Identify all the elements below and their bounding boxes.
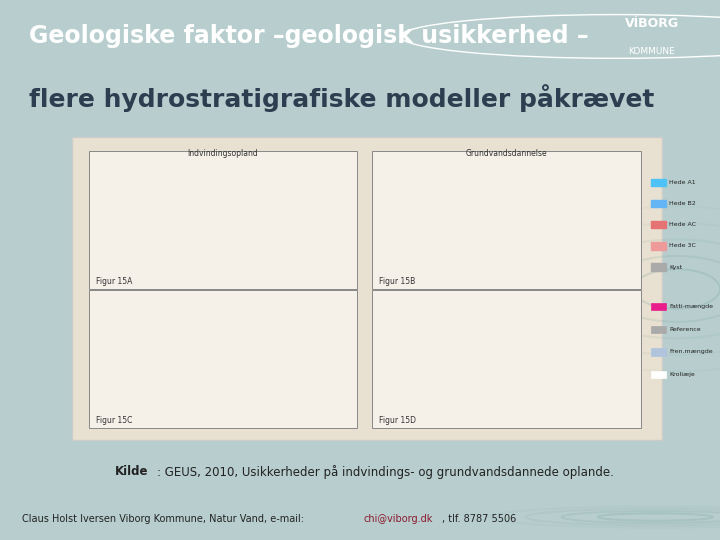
Bar bbox=[651, 200, 667, 207]
Bar bbox=[651, 303, 667, 310]
Text: flere hydrostratigrafiske modeller påkrævet: flere hydrostratigrafiske modeller påkræ… bbox=[29, 85, 654, 112]
Text: Reference: Reference bbox=[670, 327, 701, 332]
Text: KOMMUNE: KOMMUNE bbox=[629, 46, 675, 56]
Text: Kilde: Kilde bbox=[115, 465, 149, 478]
Text: VÍBORG: VÍBORG bbox=[624, 17, 679, 30]
Bar bbox=[372, 291, 641, 428]
Bar bbox=[89, 291, 357, 428]
Bar bbox=[651, 179, 667, 186]
Text: Hede AC: Hede AC bbox=[670, 222, 696, 227]
Text: Kyst: Kyst bbox=[670, 265, 683, 269]
Text: Hede A1: Hede A1 bbox=[670, 180, 696, 185]
Bar bbox=[651, 242, 667, 249]
Bar bbox=[651, 264, 667, 271]
Text: Grundvandsdannelse: Grundvandsdannelse bbox=[466, 150, 547, 159]
Text: Fatti-mængde: Fatti-mængde bbox=[670, 304, 714, 309]
Bar bbox=[651, 221, 667, 228]
Text: , tlf. 8787 5506: , tlf. 8787 5506 bbox=[442, 514, 517, 524]
Bar bbox=[89, 151, 357, 289]
Text: chi@viborg.dk: chi@viborg.dk bbox=[363, 514, 433, 524]
Text: Figur 15D: Figur 15D bbox=[379, 416, 416, 425]
Bar bbox=[651, 348, 667, 355]
Text: Indvindingsopland: Indvindingsopland bbox=[187, 150, 258, 159]
Bar bbox=[372, 151, 641, 289]
Bar bbox=[651, 371, 667, 379]
Bar bbox=[72, 137, 662, 441]
Text: Figur 15B: Figur 15B bbox=[379, 276, 415, 286]
Text: Geologiske faktor –geologisk usikkerhed –: Geologiske faktor –geologisk usikkerhed … bbox=[29, 24, 588, 49]
Text: Claus Holst Iversen Viborg Kommune, Natur Vand, e-mail:: Claus Holst Iversen Viborg Kommune, Natu… bbox=[22, 514, 307, 524]
Text: Kroliæje: Kroliæje bbox=[670, 372, 695, 377]
Text: Hede B2: Hede B2 bbox=[670, 201, 696, 206]
Text: Fren.mængde: Fren.mængde bbox=[670, 349, 713, 354]
Bar bbox=[651, 326, 667, 333]
Text: Figur 15A: Figur 15A bbox=[96, 276, 132, 286]
Text: Figur 15C: Figur 15C bbox=[96, 416, 132, 425]
Text: Hede 3C: Hede 3C bbox=[670, 244, 696, 248]
Text: : GEUS, 2010, Usikkerheder på indvindings- og grundvandsdannede oplande.: : GEUS, 2010, Usikkerheder på indvinding… bbox=[157, 465, 614, 479]
